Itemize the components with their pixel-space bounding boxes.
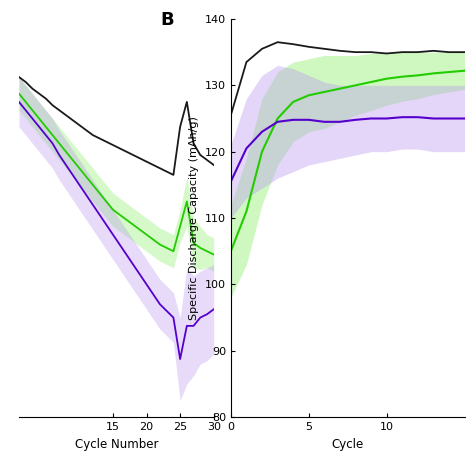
Text: B: B <box>161 11 174 29</box>
X-axis label: Cycle: Cycle <box>331 438 364 450</box>
Y-axis label: Specific Discharge Capacity (mAh/g): Specific Discharge Capacity (mAh/g) <box>189 116 199 320</box>
X-axis label: Cycle Number: Cycle Number <box>74 438 158 450</box>
